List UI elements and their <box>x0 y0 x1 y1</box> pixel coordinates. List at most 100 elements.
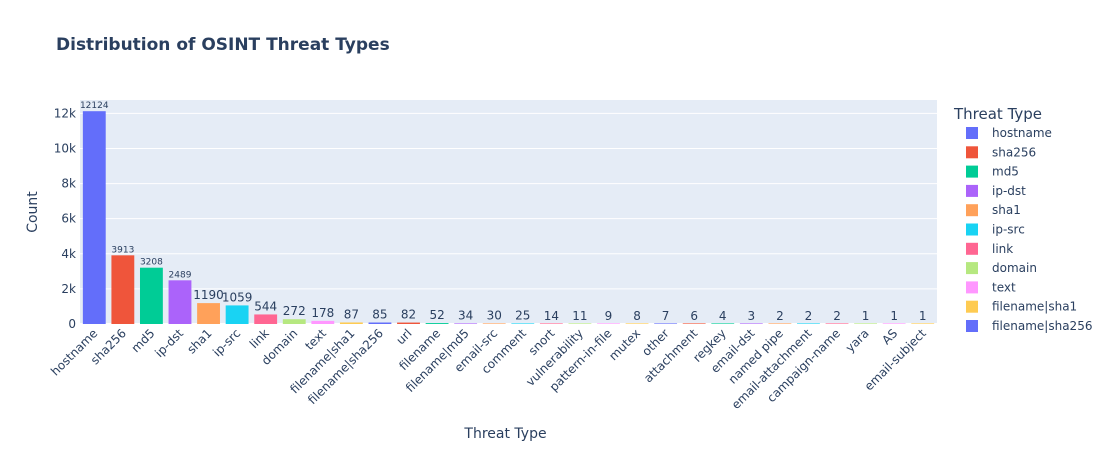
data-label: 272 <box>283 304 306 318</box>
x-axis-title: Threat Type <box>463 426 546 442</box>
data-label: 2 <box>833 309 841 323</box>
bar[interactable] <box>739 323 763 324</box>
bar[interactable] <box>225 305 249 324</box>
bar[interactable] <box>254 314 278 324</box>
legend-item[interactable]: domain <box>966 261 1037 275</box>
y-tick-label: 6k <box>61 212 76 226</box>
data-label: 25 <box>515 309 530 323</box>
bar[interactable] <box>368 322 392 324</box>
legend[interactable]: Threat Type hostname sha256 md5 ip-dst sha1 i… <box>953 105 1092 333</box>
legend-item[interactable]: hostname <box>966 126 1052 140</box>
bar[interactable] <box>482 323 506 324</box>
y-tick-label: 4k <box>61 247 76 261</box>
legend-swatch <box>966 184 978 197</box>
legend-label: md5 <box>992 165 1019 179</box>
bar[interactable] <box>654 323 678 324</box>
bar[interactable] <box>768 323 792 324</box>
legend-swatch <box>966 262 978 275</box>
legend-swatch <box>966 204 978 217</box>
bar[interactable] <box>625 323 649 324</box>
bar[interactable] <box>539 323 563 324</box>
y-tick-label: 2k <box>61 282 76 296</box>
legend-swatch <box>966 127 978 139</box>
x-tick-label: mutex <box>606 326 643 363</box>
data-label: 85 <box>372 308 387 322</box>
data-label: 1190 <box>193 288 224 302</box>
bar[interactable] <box>311 320 335 324</box>
data-label: 3913 <box>111 245 134 255</box>
bar[interactable] <box>882 323 906 324</box>
legend-label: text <box>992 280 1016 294</box>
data-label: 1 <box>919 309 927 323</box>
bar[interactable] <box>82 111 106 324</box>
legend-item[interactable]: filename|sha256 <box>966 319 1092 333</box>
x-tick-label: sha1 <box>184 326 214 356</box>
bar[interactable] <box>568 323 592 324</box>
bar[interactable] <box>711 323 735 324</box>
data-label: 178 <box>311 306 334 320</box>
chart-title: Distribution of OSINT Threat Types <box>56 35 390 55</box>
data-label: 12124 <box>80 101 109 111</box>
legend-item[interactable]: ip-dst <box>966 184 1026 198</box>
bar[interactable] <box>454 323 478 324</box>
legend-item[interactable]: filename|sha1 <box>966 300 1077 314</box>
legend-item[interactable]: link <box>966 242 1013 256</box>
bar[interactable] <box>597 323 620 324</box>
data-label: 34 <box>458 308 473 322</box>
bar[interactable] <box>168 280 192 324</box>
bar[interactable] <box>339 322 363 324</box>
legend-item[interactable]: md5 <box>966 165 1019 179</box>
legend-label: sha256 <box>992 145 1036 159</box>
bar[interactable] <box>911 323 935 324</box>
y-tick-label: 8k <box>61 177 76 191</box>
bar[interactable] <box>111 255 135 324</box>
data-label: 14 <box>544 309 559 323</box>
bar[interactable] <box>682 323 706 324</box>
data-label: 11 <box>572 309 587 323</box>
bar[interactable] <box>397 322 420 324</box>
bar[interactable] <box>511 323 535 324</box>
bars <box>82 111 935 324</box>
legend-title: Threat Type <box>953 105 1042 123</box>
x-tick-label: yara <box>843 326 872 355</box>
legend-item[interactable]: text <box>966 280 1016 294</box>
x-tick-label: url <box>394 326 415 347</box>
bar[interactable] <box>139 267 163 324</box>
legend-label: domain <box>992 261 1037 275</box>
legend-label: filename|sha1 <box>992 300 1077 314</box>
data-label: 1 <box>862 309 870 323</box>
x-tick-label: ip-dst <box>152 326 186 360</box>
data-label: 544 <box>254 299 277 313</box>
legend-label: hostname <box>992 126 1052 140</box>
gridlines <box>80 112 937 325</box>
legend-item[interactable]: ip-src <box>966 223 1025 237</box>
legend-swatch <box>966 242 978 255</box>
data-label: 2 <box>776 309 784 323</box>
legend-label: link <box>992 242 1013 256</box>
data-label: 7 <box>662 309 670 323</box>
bar[interactable] <box>425 323 449 324</box>
data-label: 82 <box>401 308 416 322</box>
bar[interactable] <box>854 323 878 324</box>
legend-label: ip-dst <box>992 184 1026 198</box>
bar[interactable] <box>197 303 220 324</box>
legend-label: ip-src <box>992 223 1025 237</box>
bar[interactable] <box>825 323 849 324</box>
data-label: 30 <box>487 308 502 322</box>
y-axis-ticks: 0 2k 4k 6k 8k 10k 12k <box>54 106 76 331</box>
bar[interactable] <box>797 323 820 324</box>
legend-label: filename|sha256 <box>992 319 1092 333</box>
data-label: 3208 <box>140 258 163 268</box>
legend-item[interactable]: sha1 <box>966 203 1021 217</box>
bar[interactable] <box>282 319 306 324</box>
data-label: 2489 <box>169 270 192 280</box>
y-axis-title: Count <box>25 191 41 233</box>
x-tick-label: ip-src <box>210 326 243 359</box>
legend-item[interactable]: sha256 <box>966 145 1036 159</box>
data-label: 6 <box>690 309 698 323</box>
data-label: 8 <box>633 309 641 323</box>
legend-swatch <box>966 300 978 313</box>
